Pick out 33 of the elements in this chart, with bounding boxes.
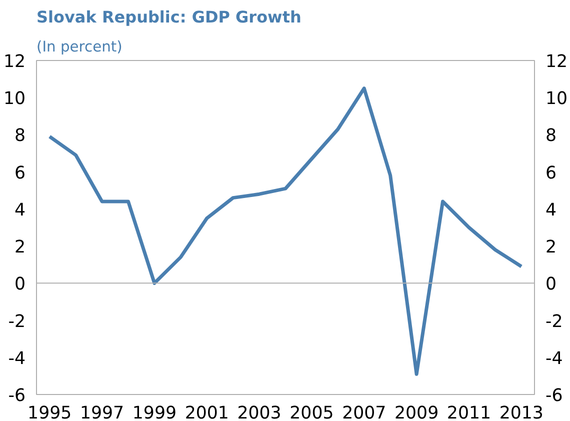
chart-title: Slovak Republic: GDP Growth [36, 8, 302, 26]
x-tick-label: 1997 [80, 404, 124, 421]
x-tick-label: 2007 [342, 404, 386, 421]
y2-tick-label: 4 [546, 200, 557, 220]
x-tick-label: 1999 [132, 404, 177, 421]
y-tick-label: 8 [14, 126, 26, 146]
y-tick-label: -6 [8, 386, 26, 406]
y2-tick-label: 0 [546, 274, 557, 295]
y2-tick-label: -6 [546, 386, 563, 406]
x-tick-label: 2003 [237, 404, 282, 421]
chart-subtitle: (In percent) [36, 38, 122, 56]
y2-tick-label: -4 [546, 348, 563, 369]
y-tick-label: 10 [3, 89, 26, 110]
line-series [48, 86, 524, 376]
y-tick-label: 6 [14, 163, 26, 184]
x-tick-label: 2005 [290, 404, 334, 421]
y2-tick-label: 12 [546, 52, 568, 72]
x-tick-label: 2013 [499, 404, 544, 421]
y2-tick-label: 8 [546, 126, 557, 146]
x-tick-label: 2009 [394, 404, 439, 421]
y2-tick-label: 2 [546, 238, 557, 258]
y-tick-label: 4 [14, 200, 26, 220]
y-tick-label: 2 [14, 238, 26, 258]
y-tick-label: 0 [14, 274, 26, 295]
y-tick-label: 12 [3, 52, 26, 72]
x-tick-label: 1995 [28, 404, 72, 421]
y2-tick-label: 10 [546, 89, 568, 110]
x-tick-label: 2011 [446, 404, 492, 421]
y2-tick-label: 6 [546, 163, 557, 184]
y-tick-label: -4 [8, 348, 26, 369]
y2-tick-label: -2 [546, 312, 563, 332]
y-tick-label: -2 [8, 312, 26, 332]
x-tick-label: 2001 [184, 404, 229, 421]
